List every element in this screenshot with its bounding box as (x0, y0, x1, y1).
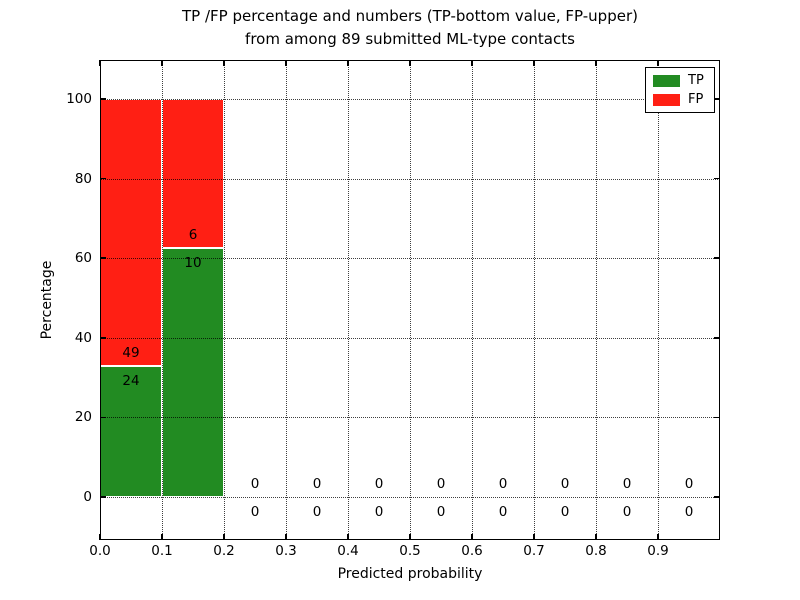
x-tick-label-0.3: 0.3 (275, 543, 297, 559)
x-tick-bottom-0.7 (533, 534, 535, 540)
x-tick-bottom-0.2 (223, 534, 225, 540)
bar-segment-tp-bin-1 (162, 248, 224, 497)
value-label-tp-bin-1: 10 (184, 255, 202, 272)
y-tick-right-40 (714, 337, 720, 339)
legend-swatch-tp-icon (653, 74, 680, 87)
x-tick-top-0.3 (285, 60, 287, 66)
x-tick-bottom-0.8 (595, 534, 597, 540)
y-tick-label-0: 0 (83, 489, 92, 505)
x-tick-top-0.0 (99, 60, 101, 66)
x-tick-top-0.2 (223, 60, 225, 66)
legend-label-tp: TP (688, 73, 704, 88)
value-label-fp-bin-5: 0 (436, 475, 446, 492)
x-tick-top-0.1 (161, 60, 163, 66)
x-tick-label-0.0: 0.0 (89, 543, 111, 559)
x-tick-top-0.6 (471, 60, 473, 66)
y-tick-left-80 (100, 177, 106, 180)
value-label-fp-bin-9: 0 (684, 475, 694, 492)
value-label-tp-bin-6: 0 (498, 504, 508, 520)
x-tick-bottom-0.9 (657, 534, 659, 540)
y-tick-left-60 (100, 257, 106, 259)
value-label-fp-bin-1: 6 (188, 226, 198, 243)
x-gridline-0.1 (162, 60, 163, 540)
y-tick-label-100: 100 (66, 91, 92, 107)
x-tick-bottom-0.1 (161, 534, 163, 540)
value-label-tp-bin-4: 0 (374, 504, 384, 520)
x-tick-top-0.7 (533, 60, 535, 66)
y-tick-right-20 (714, 416, 720, 419)
y-tick-left-40 (100, 337, 106, 339)
x-gridline-0.8 (596, 60, 597, 540)
y-tick-label-80: 80 (74, 170, 92, 187)
y-tick-right-60 (714, 257, 720, 259)
x-tick-top-0.4 (347, 60, 349, 66)
value-label-tp-bin-0: 24 (122, 373, 140, 390)
y-tick-label-40: 40 (74, 329, 92, 346)
y-axis-label: Percentage (39, 260, 55, 340)
x-tick-label-0.9: 0.9 (647, 543, 669, 559)
y-tick-right-80 (714, 177, 720, 180)
x-tick-top-0.8 (595, 60, 597, 66)
value-label-fp-bin-3: 0 (312, 475, 322, 492)
value-label-tp-bin-3: 0 (312, 504, 322, 520)
x-tick-top-0.5 (409, 60, 411, 66)
legend-label-fp: FP (688, 92, 704, 107)
x-tick-label-0.2: 0.2 (213, 543, 235, 559)
y-tick-left-20 (100, 416, 106, 419)
y-tick-right-100 (714, 98, 720, 100)
value-label-tp-bin-5: 0 (436, 504, 446, 520)
value-label-tp-bin-9: 0 (684, 504, 694, 520)
x-tick-label-0.8: 0.8 (585, 543, 607, 559)
y-tick-right-0 (714, 496, 720, 498)
x-tick-label-0.6: 0.6 (461, 543, 483, 559)
value-label-fp-bin-7: 0 (560, 475, 570, 492)
x-tick-label-0.1: 0.1 (151, 543, 173, 559)
x-tick-top-0.9 (657, 60, 659, 66)
value-label-fp-bin-4: 0 (374, 475, 384, 492)
x-gridline-0.4 (348, 60, 349, 540)
x-gridline-0.3 (286, 60, 287, 540)
legend-swatch-fp-icon (653, 93, 680, 106)
x-gridline-0.5 (410, 60, 411, 540)
x-tick-bottom-0.3 (285, 534, 287, 540)
value-label-fp-bin-6: 0 (498, 475, 508, 492)
bar-segment-fp-bin-0 (100, 99, 162, 367)
value-label-fp-bin-0: 49 (122, 344, 140, 361)
x-gridline-0.9 (658, 60, 659, 540)
value-label-tp-bin-8: 0 (622, 504, 632, 520)
legend: TP FP (645, 67, 715, 113)
x-tick-label-0.5: 0.5 (399, 543, 421, 559)
x-tick-bottom-0.4 (347, 534, 349, 540)
y-tick-label-20: 20 (74, 409, 92, 426)
x-gridline-0.7 (534, 60, 535, 540)
chart-title-line-2: from among 89 submitted ML-type contacts (245, 30, 575, 48)
x-gridline-0.2 (224, 60, 225, 540)
value-label-tp-bin-7: 0 (560, 504, 570, 520)
chart-title-line-1: TP /FP percentage and numbers (TP-bottom… (182, 7, 638, 25)
x-tick-bottom-0.0 (99, 534, 101, 540)
legend-item-tp: TP (653, 74, 714, 87)
chart-title: TP /FP percentage and numbers (TP-bottom… (100, 5, 720, 51)
x-tick-bottom-0.6 (471, 534, 473, 540)
x-axis-label: Predicted probability (337, 566, 483, 582)
value-label-fp-bin-2: 0 (250, 475, 260, 492)
x-gridline-0.6 (472, 60, 473, 540)
y-tick-label-60: 60 (74, 250, 92, 267)
legend-item-fp: FP (653, 93, 714, 106)
x-tick-label-0.4: 0.4 (337, 543, 359, 559)
y-tick-left-0 (100, 496, 106, 498)
value-label-fp-bin-8: 0 (622, 475, 632, 492)
y-tick-left-100 (100, 98, 106, 100)
x-tick-label-0.7: 0.7 (523, 543, 545, 559)
x-tick-bottom-0.5 (409, 534, 411, 540)
value-label-tp-bin-2: 0 (250, 504, 260, 520)
